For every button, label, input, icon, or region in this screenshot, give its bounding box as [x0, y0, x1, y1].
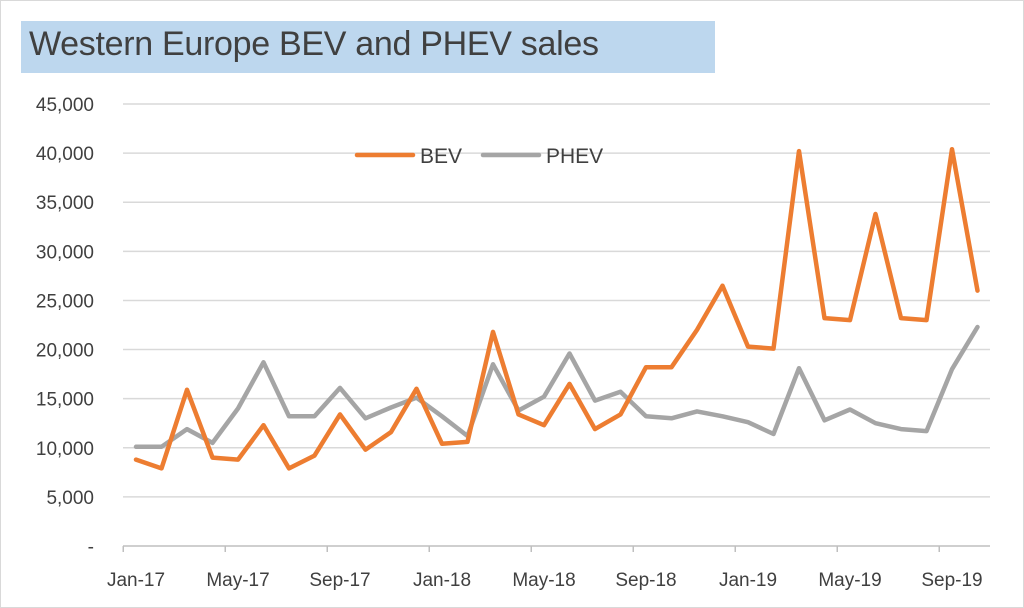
- x-tick-label: Jan-18: [413, 570, 471, 591]
- x-tick-label: Jan-17: [107, 570, 165, 591]
- y-tick-label: 45,000: [36, 95, 94, 116]
- y-tick-label: -: [88, 537, 94, 558]
- x-tick-label: Jan-19: [719, 570, 777, 591]
- y-tick-label: 35,000: [36, 193, 94, 214]
- x-tick-label: Sep-19: [921, 570, 982, 591]
- x-tick-label: Sep-17: [309, 570, 370, 591]
- y-tick-label: 5,000: [46, 488, 94, 509]
- chart-title: Western Europe BEV and PHEV sales: [29, 25, 599, 63]
- x-tick-label: May-17: [206, 570, 269, 591]
- y-tick-label: 15,000: [36, 390, 94, 411]
- y-tick-label: 30,000: [36, 242, 94, 263]
- chart-title-box: Western Europe BEV and PHEV sales: [21, 21, 715, 73]
- legend-label-bev: BEV: [420, 145, 462, 168]
- y-tick-label: 10,000: [36, 439, 94, 460]
- x-tick-label: Sep-18: [615, 570, 676, 591]
- y-tick-label: 40,000: [36, 144, 94, 165]
- y-tick-label: 25,000: [36, 291, 94, 312]
- legend-label-phev: PHEV: [546, 145, 603, 168]
- series-line-phev: [133, 324, 980, 450]
- y-tick-label: 20,000: [36, 341, 94, 362]
- x-tick-label: May-19: [818, 570, 881, 591]
- x-tick-label: May-18: [512, 570, 575, 591]
- series-line-bev: [133, 146, 980, 471]
